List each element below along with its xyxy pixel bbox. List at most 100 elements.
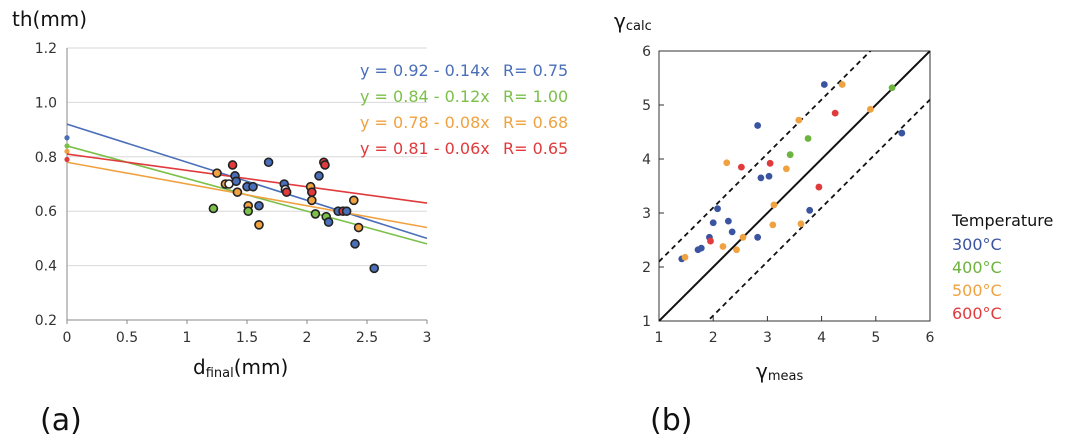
chart-a: 0.2 0.4 0.6 0.8 1.0 1.2 0 0.5 1 1.5 2 2.5 3 y = 0.92… xyxy=(12,7,568,438)
data-point-a xyxy=(263,157,274,168)
data-point-b xyxy=(709,219,717,227)
data-point-b xyxy=(723,159,731,167)
x-tick-label-a: 3 xyxy=(423,330,432,346)
data-point-a xyxy=(232,187,243,197)
data-point-a xyxy=(348,195,359,206)
chart-a-tick-labels: 0.2 0.4 0.6 0.8 1.0 1.2 0 0.5 1 1.5 2 2.5 3 xyxy=(35,41,432,346)
intercept-marker-a xyxy=(64,156,70,163)
data-point-b xyxy=(766,159,774,167)
data-point-b xyxy=(831,109,839,117)
intercept-marker-a xyxy=(64,148,70,154)
data-point-b xyxy=(786,151,794,159)
data-point-a xyxy=(231,176,241,187)
intercept-marker-a xyxy=(64,135,70,141)
y-tick-label-b: 2 xyxy=(642,260,651,276)
data-point-a xyxy=(314,171,324,181)
data-point-a xyxy=(254,220,264,230)
data-point-b xyxy=(866,105,874,113)
chart-b-legend: Temperature 300°C 400°C 500°C 600°C xyxy=(951,211,1053,323)
data-point-a xyxy=(320,160,330,170)
fit-line-a xyxy=(66,161,428,229)
x-tick-label-b: 2 xyxy=(709,330,718,346)
x-tick-label-b: 4 xyxy=(817,330,826,346)
data-point-a xyxy=(369,263,380,274)
data-point-a xyxy=(341,206,352,216)
y-tick-label-b: 3 xyxy=(642,206,651,222)
data-point-b xyxy=(782,165,790,173)
data-point-a xyxy=(350,239,360,249)
fit-line-a xyxy=(66,123,428,240)
chart-a-equations: y = 0.92 - 0.14x R= 0.75 y = 0.84 - 0.12x R… xyxy=(360,61,568,158)
data-point-b xyxy=(737,163,745,171)
data-point-b xyxy=(757,174,765,182)
y-tick-label-b: 6 xyxy=(642,44,651,60)
data-point-b xyxy=(707,237,714,245)
y-tick-label-a: 0.8 xyxy=(35,150,57,166)
chart-a-ylabel: th(mm) xyxy=(12,7,87,31)
data-point-b xyxy=(888,84,896,92)
data-point-b xyxy=(724,217,732,225)
data-point-a xyxy=(227,160,238,170)
data-point-a xyxy=(353,222,364,233)
data-point-b xyxy=(898,129,906,137)
panel-a-label: (a) xyxy=(40,403,82,438)
x-tick-label-b: 3 xyxy=(763,330,772,346)
fit-r-value: R= 0.65 xyxy=(503,139,568,158)
chart-a-axes xyxy=(66,48,428,324)
chart-a-fit-lines xyxy=(64,123,428,245)
fit-r-value: R= 1.00 xyxy=(503,87,568,106)
data-point-b xyxy=(838,81,846,88)
identity-line-b xyxy=(659,51,930,321)
y-tick-label-a: 1.0 xyxy=(35,95,57,111)
data-point-a xyxy=(212,168,222,178)
x-tick-label-a: 1 xyxy=(183,330,192,346)
data-point-b xyxy=(714,205,721,213)
legend-entry: 500°C xyxy=(952,281,1002,300)
data-point-b xyxy=(754,122,762,129)
fit-line-a xyxy=(66,153,428,204)
data-point-b xyxy=(765,172,773,180)
data-point-a xyxy=(243,206,253,216)
data-point-b xyxy=(739,233,747,241)
x-tick-label-b: 6 xyxy=(926,330,935,346)
data-point-b xyxy=(719,243,727,250)
chart-b-tick-labels: 1 2 3 4 5 6 1 2 3 4 5 6 xyxy=(642,44,934,346)
chart-b-points xyxy=(678,81,906,263)
data-point-b xyxy=(697,244,705,252)
legend-entry: 300°C xyxy=(952,235,1002,254)
fit-r-value: R= 0.75 xyxy=(503,61,568,80)
data-point-a xyxy=(254,200,264,211)
data-point-a xyxy=(310,209,321,219)
data-point-a xyxy=(281,187,292,197)
fit-equation: y = 0.78 - 0.08x xyxy=(360,113,490,132)
y-tick-label-a: 0.2 xyxy=(35,313,57,329)
y-tick-label-b: 1 xyxy=(642,314,651,330)
fit-r-value: R= 0.68 xyxy=(503,113,568,132)
panel-b-label: (b) xyxy=(650,403,692,438)
data-point-b xyxy=(815,183,823,191)
fit-equation: y = 0.92 - 0.14x xyxy=(360,61,490,80)
intercept-marker-a xyxy=(64,143,70,149)
y-tick-label-b: 5 xyxy=(642,98,651,114)
data-point-b xyxy=(769,221,777,229)
legend-entry: 400°C xyxy=(952,258,1002,277)
chart-a-xlabel: dfinal(mm) xyxy=(193,355,288,381)
legend-entry: 600°C xyxy=(952,304,1002,323)
data-point-b xyxy=(733,246,740,254)
data-point-b xyxy=(795,116,803,124)
data-point-b xyxy=(728,228,736,236)
bound-line-b xyxy=(659,51,872,263)
y-tick-label-a: 0.4 xyxy=(35,259,57,275)
bound-line-b xyxy=(706,98,930,321)
data-point-b xyxy=(754,233,762,241)
data-point-a xyxy=(306,195,317,206)
chart-b: 1 2 3 4 5 6 1 2 3 4 5 6 γcalc γmeas Temperature 300… xyxy=(614,9,1053,438)
chart-a-points xyxy=(208,157,380,274)
x-tick-label-b: 1 xyxy=(655,330,664,346)
data-point-b xyxy=(820,81,828,88)
x-tick-label-a: 0 xyxy=(63,330,72,346)
data-point-b xyxy=(681,253,689,261)
data-point-a xyxy=(323,217,334,227)
data-point-b xyxy=(806,206,814,214)
